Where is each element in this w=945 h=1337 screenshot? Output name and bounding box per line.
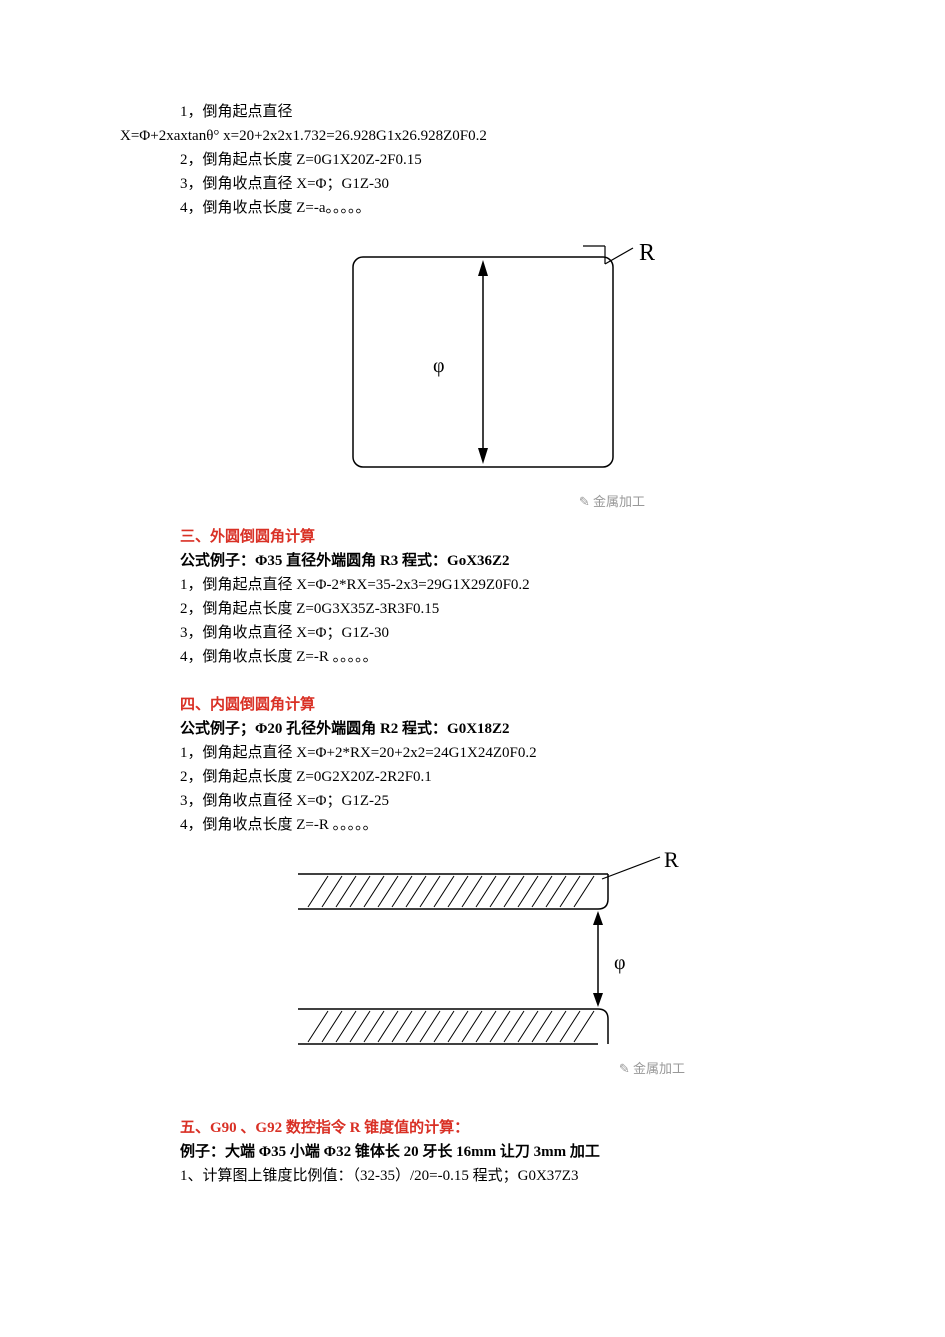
line-1-4: 3，倒角收点直径 X=Φ；G1Z-30: [120, 172, 825, 196]
section-4-l2: 2，倒角起点长度 Z=0G2X20Z-2R2F0.1: [120, 765, 825, 789]
line-1-1: 1，倒角起点直径: [120, 100, 825, 124]
watermark-1: ✎ 金属加工: [120, 492, 825, 513]
diagram-2-wrap: φ R: [120, 849, 825, 1059]
line-1-2: X=Φ+2xaxtanθ° x=20+2x2x1.732=26.928G1x26…: [120, 124, 825, 148]
section-3-l2: 2，倒角起点长度 Z=0G3X35Z-3R3F0.15: [120, 597, 825, 621]
section-5-sub: 例子：大端 Φ35 小端 Φ32 锥体长 20 牙长 16mm 让刀 3mm 加…: [120, 1140, 825, 1164]
section-5-l1: 1、计算图上锥度比例值：（32-35）/20=-0.15 程式；G0X37Z3: [120, 1164, 825, 1188]
watermark-icon-2: ✎: [619, 1061, 633, 1076]
section-4-head: 四、内圆倒圆角计算: [120, 693, 825, 717]
diagram-2: φ R: [258, 849, 688, 1059]
diagram-1-wrap: φ R: [120, 232, 825, 492]
r-label-2: R: [664, 849, 679, 872]
section-3-l3: 3，倒角收点直径 X=Φ；G1Z-30: [120, 621, 825, 645]
section-4-l3: 3，倒角收点直径 X=Φ；G1Z-25: [120, 789, 825, 813]
watermark-2: ✎ 金属加工: [120, 1059, 825, 1080]
section-4-l1: 1，倒角起点直径 X=Φ+2*RX=20+2x2=24G1X24Z0F0.2: [120, 741, 825, 765]
section-3-l4: 4，倒角收点长度 Z=-R 。。。。。: [120, 645, 825, 669]
section-3-l1: 1，倒角起点直径 X=Φ-2*RX=35-2x3=29G1X29Z0F0.2: [120, 573, 825, 597]
line-1-3: 2，倒角起点长度 Z=0G1X20Z-2F0.15: [120, 148, 825, 172]
section-4-sub: 公式例子；Φ20 孔径外端圆角 R2 程式：G0X18Z2: [120, 717, 825, 741]
diagram-1: φ R: [283, 232, 663, 492]
section-3-sub: 公式例子：Φ35 直径外端圆角 R3 程式：GoX36Z2: [120, 549, 825, 573]
section-5-head: 五、G90 、G92 数控指令 R 锥度值的计算：: [120, 1116, 825, 1140]
section-3-head: 三、外圆倒圆角计算: [120, 525, 825, 549]
r-label-1: R: [639, 240, 655, 266]
phi-label-1: φ: [433, 355, 445, 377]
line-1-5: 4，倒角收点长度 Z=-a。。。。。: [120, 196, 825, 220]
section-4-l4: 4，倒角收点长度 Z=-R 。。。。。: [120, 813, 825, 837]
document-page: 1，倒角起点直径 X=Φ+2xaxtanθ° x=20+2x2x1.732=26…: [0, 0, 945, 1337]
phi-label-2: φ: [614, 952, 626, 974]
watermark-icon: ✎: [579, 494, 593, 509]
